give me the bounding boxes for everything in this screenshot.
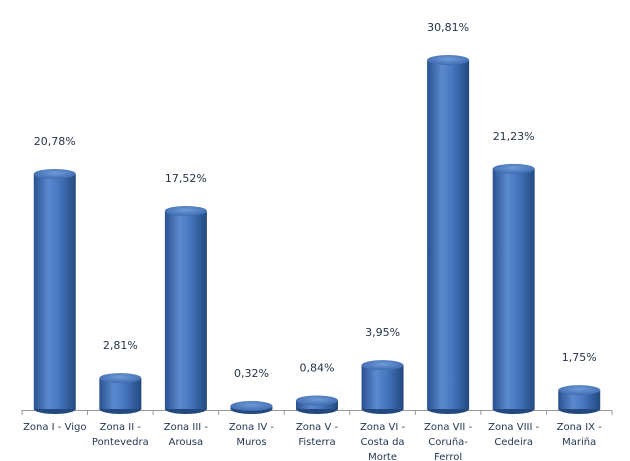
x-tick-label: Zona II - Pontevedra — [91, 422, 149, 448]
bar — [492, 163, 535, 414]
x-tick-label: Zona VIII - Cedeira — [488, 422, 540, 448]
bar — [296, 395, 338, 414]
x-tick-label: Zona VII - Coruña- Ferrol — [424, 422, 473, 461]
x-tick-label: Zona III - Arousa — [163, 422, 208, 448]
x-tick-label: Zona IV - Muros — [228, 422, 275, 448]
data-label: 3,95% — [365, 326, 400, 339]
bar — [99, 373, 142, 414]
data-label: 20,78% — [34, 135, 76, 148]
x-tick-label: Zona VI - Costa da Morte — [359, 422, 406, 461]
data-label: 0,32% — [234, 367, 269, 380]
data-label: 17,52% — [165, 172, 207, 185]
data-label: 21,23% — [493, 130, 535, 143]
data-label: 30,81% — [427, 21, 469, 34]
bar — [230, 401, 273, 414]
bar — [164, 205, 207, 414]
x-tick-label: Zona IX - Mariña — [556, 422, 602, 448]
bar — [427, 54, 470, 414]
bar — [558, 385, 601, 414]
bar — [361, 360, 404, 414]
data-label: 1,75% — [562, 351, 597, 364]
bar — [33, 168, 76, 414]
data-label: 0,84% — [300, 361, 335, 374]
x-tick-label: Zona V - Fisterra — [295, 422, 339, 448]
x-tick-label: Zona I - Vigo — [23, 422, 87, 433]
data-label: 2,81% — [103, 339, 138, 352]
